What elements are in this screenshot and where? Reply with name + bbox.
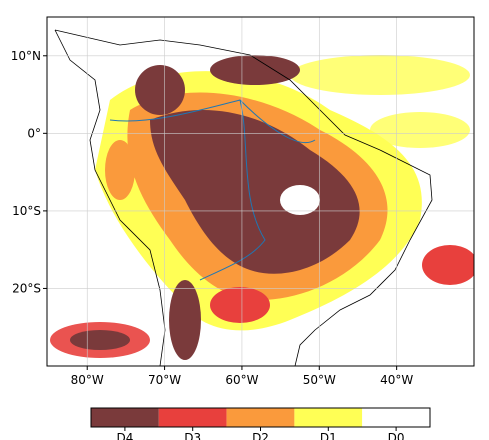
map-frame: [46, 16, 475, 367]
colorbar: D4 D3 D2 D1 D0: [90, 407, 431, 440]
x-tick-label: 50°W: [303, 373, 336, 387]
y-tick-label: 10°N: [11, 49, 41, 63]
colorbar-frame: [90, 407, 431, 428]
x-tick-label: 70°W: [148, 373, 181, 387]
x-tick-label: 80°W: [71, 373, 104, 387]
axes: 80°W 70°W 60°W 50°W 40°W 10°N 0° 10°S 20°S: [11, 17, 474, 387]
colorbar-segment: [294, 408, 363, 427]
y-tick-label: 0°: [27, 126, 41, 140]
x-tick-label: 40°W: [380, 373, 413, 387]
y-tick-label: 20°S: [12, 281, 41, 295]
y-tick-label: 10°S: [12, 204, 41, 218]
legend-label: D3: [184, 431, 201, 440]
drought-raster: [50, 29, 474, 366]
legend-label: D2: [252, 431, 269, 440]
legend-label: D4: [116, 431, 133, 440]
colorbar-segment: [362, 408, 430, 427]
colorbar-segment: [158, 408, 227, 427]
legend-label: D1: [320, 431, 337, 440]
legend-label: D0: [388, 431, 405, 440]
x-tick-label: 60°W: [225, 373, 258, 387]
colorbar-segment: [91, 408, 159, 427]
colorbar-segment: [226, 408, 295, 427]
